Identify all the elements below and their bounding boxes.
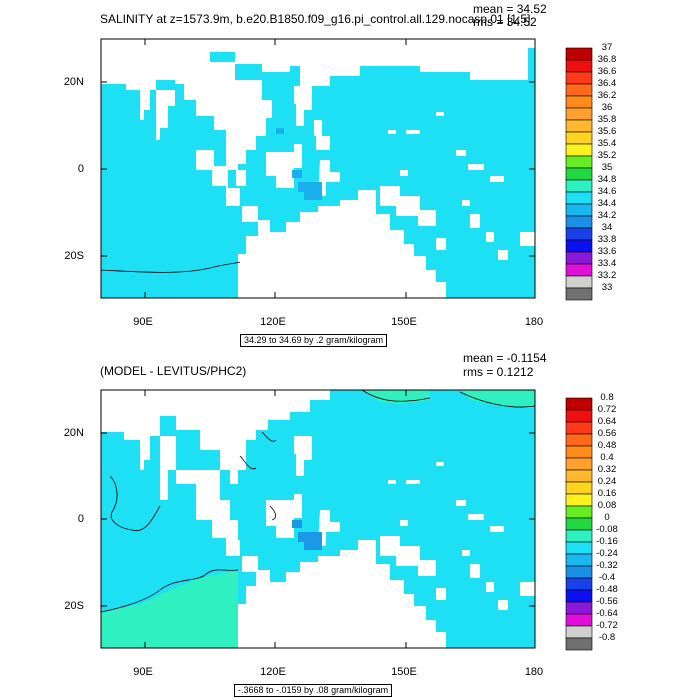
bottom-colorbar-label: -0.16 xyxy=(596,536,618,547)
bottom-colorbar-label: 0.64 xyxy=(597,416,617,427)
top-colorbar-label: 33 xyxy=(601,282,613,293)
bottom-colorbar-label: 0.24 xyxy=(597,476,617,487)
top-land xyxy=(101,39,535,298)
top-xtick-180: 180 xyxy=(524,316,544,328)
top-ytick-0: 0 xyxy=(77,163,84,175)
bottom-colorbar-label: -0.08 xyxy=(596,524,618,535)
bottom-colorbar-label: 0.16 xyxy=(597,488,617,499)
top-colorbar-label: 37 xyxy=(601,42,613,53)
bottom-ytick-20s: 20S xyxy=(64,600,84,612)
top-xtick-90e: 90E xyxy=(133,316,153,328)
top-colorbar-label: 35.2 xyxy=(597,150,617,161)
bottom-colorbar-label: 0.8 xyxy=(600,392,614,403)
top-colorbar-label: 36.2 xyxy=(597,90,617,101)
bottom-map xyxy=(100,389,536,649)
top-ytick-20s: 20S xyxy=(64,250,84,262)
bottom-colorbar-swatch xyxy=(565,637,593,651)
bottom-ytick-20n: 20N xyxy=(63,427,84,439)
bottom-contours xyxy=(100,389,536,613)
bottom-panel-title: (MODEL - LEVITUS/PHC2) xyxy=(100,364,247,378)
top-colorbar-label: 34.8 xyxy=(597,174,617,185)
bottom-xtick-120e: 120E xyxy=(260,666,286,678)
top-colorbar-label: 33.2 xyxy=(597,270,617,281)
top-colorbar-label: 34.6 xyxy=(597,186,617,197)
bottom-dark-patch xyxy=(292,520,322,550)
top-low-patch xyxy=(276,128,322,200)
bottom-rms-label: rms = 0.1212 xyxy=(463,365,534,379)
top-colorbar-label: 33.6 xyxy=(597,246,617,257)
top-colorbar-label: 36.6 xyxy=(597,66,617,77)
top-colorbar-label: 36.8 xyxy=(597,54,617,65)
top-contour xyxy=(100,261,241,273)
top-colorbar-label: 34 xyxy=(601,222,613,233)
bottom-info-box: -.3668 to -.0159 by .08 gram/kilogram xyxy=(234,684,393,697)
top-mean-label: mean = 34.52 xyxy=(473,2,547,16)
bottom-colorbar-label: -0.64 xyxy=(596,608,618,619)
top-panel-title: SALINITY at z=1573.9m, b.e20.B1850.f09_g… xyxy=(100,12,531,26)
top-xtick-150e: 150E xyxy=(391,316,417,328)
bottom-colorbar-label: 0.08 xyxy=(597,500,617,511)
bottom-xtick-180: 180 xyxy=(524,666,544,678)
top-colorbar-label: 33.4 xyxy=(597,258,617,269)
bottom-tick-marks xyxy=(101,390,536,648)
top-colorbar-label: 34.2 xyxy=(597,210,617,221)
bottom-xtick-150e: 150E xyxy=(391,666,417,678)
bottom-colorbar-label: -0.4 xyxy=(598,572,616,583)
bottom-colorbar-label: -0.56 xyxy=(596,596,618,607)
top-colorbar-label: 36.4 xyxy=(597,78,617,89)
bottom-colorbar-label: -0.48 xyxy=(596,584,618,595)
bottom-ytick-0: 0 xyxy=(77,513,84,525)
bottom-colorbar-label: -0.8 xyxy=(598,632,616,643)
top-colorbar-swatch xyxy=(565,287,593,301)
top-info-box: 34.29 to 34.69 by .2 gram/kilogram xyxy=(240,334,388,347)
top-colorbar-label: 35.4 xyxy=(597,138,617,149)
bottom-mean-label: mean = -0.1154 xyxy=(463,351,547,365)
top-rms-label: rms = 34.52 xyxy=(473,15,537,29)
top-ytick-20n: 20N xyxy=(63,76,84,88)
bottom-colorbar-label: 0.32 xyxy=(597,464,617,475)
bottom-colorbar-label: 0 xyxy=(604,512,610,523)
bottom-colorbar-label: 0.4 xyxy=(600,452,614,463)
bottom-land xyxy=(101,390,535,648)
bottom-xtick-90e: 90E xyxy=(133,666,153,678)
bottom-colorbar-label: -0.24 xyxy=(596,548,618,559)
bottom-colorbar-label: 0.48 xyxy=(597,440,617,451)
bottom-colorbar xyxy=(565,397,593,651)
bottom-colorbar-label: -0.72 xyxy=(596,620,618,631)
top-colorbar-label: 33.8 xyxy=(597,234,617,245)
top-tick-marks xyxy=(101,39,536,298)
top-xtick-120e: 120E xyxy=(260,316,286,328)
top-colorbar xyxy=(565,47,593,301)
top-colorbar-label: 35.8 xyxy=(597,114,617,125)
top-colorbar-label: 35 xyxy=(601,162,613,173)
top-colorbar-label: 35.6 xyxy=(597,126,617,137)
bottom-colorbar-label: -0.32 xyxy=(596,560,618,571)
top-colorbar-label: 36 xyxy=(601,102,613,113)
bottom-colorbar-label: 0.72 xyxy=(597,404,617,415)
top-colorbar-label: 34.4 xyxy=(597,198,617,209)
top-map xyxy=(100,38,536,299)
bottom-colorbar-label: 0.56 xyxy=(597,428,617,439)
